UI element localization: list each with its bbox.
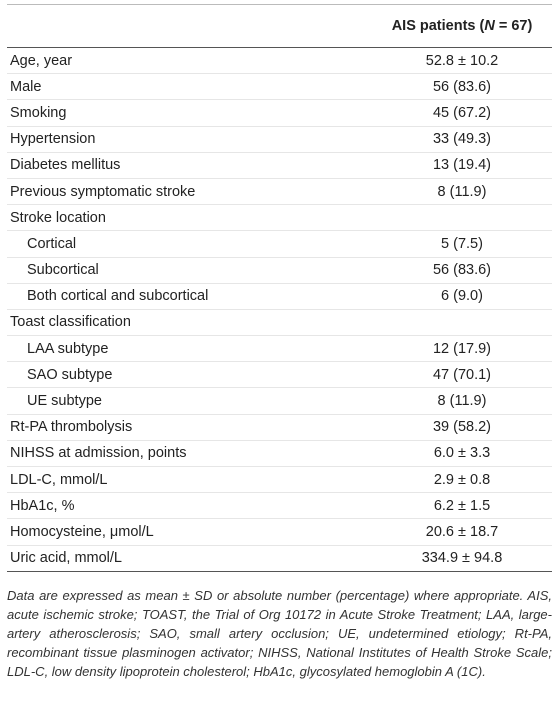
empty-cell <box>372 309 552 337</box>
row-value: 33 (49.3) <box>372 126 552 153</box>
row-value: 6.0 ± 3.3 <box>372 440 552 468</box>
table-row: Cortical 5 (7.5) <box>7 230 552 258</box>
row-label: LDL-C, mmol/L <box>7 466 372 494</box>
table-row: NIHSS at admission, points 6.0 ± 3.3 <box>7 440 552 468</box>
row-value: 334.9 ± 94.8 <box>372 545 552 572</box>
table-row: Uric acid, mmol/L 334.9 ± 94.8 <box>7 545 552 572</box>
row-value: 2.9 ± 0.8 <box>372 466 552 494</box>
row-label: Toast classification <box>7 309 372 337</box>
row-label: UE subtype <box>7 387 372 415</box>
row-value: 56 (83.6) <box>372 73 552 101</box>
column-header: AIS patients (N = 67) <box>372 4 552 48</box>
table-row: Previous symptomatic stroke 8 (11.9) <box>7 178 552 206</box>
row-label: LAA subtype <box>7 335 372 363</box>
table-row: Subcortical 56 (83.6) <box>7 257 552 284</box>
row-value: 56 (83.6) <box>372 257 552 284</box>
row-label: Subcortical <box>7 257 372 284</box>
header-row: AIS patients (N = 67) <box>7 4 552 48</box>
row-label: Age, year <box>7 47 372 75</box>
table-row: LDL-C, mmol/L 2.9 ± 0.8 <box>7 466 552 494</box>
table-row: HbA1c, % 6.2 ± 1.5 <box>7 492 552 520</box>
row-label: Both cortical and subcortical <box>7 283 372 310</box>
row-value: 20.6 ± 18.7 <box>372 518 552 546</box>
table-row: Hypertension 33 (49.3) <box>7 126 552 153</box>
row-value: 6 (9.0) <box>372 283 552 310</box>
row-label: Homocysteine, μmol/L <box>7 518 372 546</box>
table-row: Age, year 52.8 ± 10.2 <box>7 47 552 75</box>
table-row: LAA subtype 12 (17.9) <box>7 335 552 363</box>
header-text: N <box>484 18 495 34</box>
page: AIS patients (N = 67) Age, year 52.8 ± 10… <box>0 4 559 723</box>
table-row: Diabetes mellitus 13 (19.4) <box>7 152 552 179</box>
row-value: 6.2 ± 1.5 <box>372 492 552 520</box>
table-row: Rt-PA thrombolysis 39 (58.2) <box>7 414 552 441</box>
row-value: 8 (11.9) <box>372 387 552 415</box>
table-row: Male 56 (83.6) <box>7 73 552 101</box>
blank-header <box>7 4 372 48</box>
footnote: Data are expressed as mean ± SD or absol… <box>7 587 552 679</box>
row-value: 39 (58.2) <box>372 414 552 441</box>
header-text: AIS patients ( <box>391 18 485 34</box>
row-label: HbA1c, % <box>7 492 372 520</box>
empty-cell <box>372 204 552 232</box>
row-value: 8 (11.9) <box>372 178 552 206</box>
header-text: = 67) <box>494 18 533 34</box>
row-value: 13 (19.4) <box>372 152 552 179</box>
table-row: Homocysteine, μmol/L 20.6 ± 18.7 <box>7 518 552 546</box>
row-value: 52.8 ± 10.2 <box>372 47 552 75</box>
row-value: 5 (7.5) <box>372 230 552 258</box>
row-value: 45 (67.2) <box>372 99 552 127</box>
row-value: 12 (17.9) <box>372 335 552 363</box>
table-body: Age, year 52.8 ± 10.2 Male 56 (83.6) Smoking… <box>7 47 552 572</box>
table-row: Toast classification <box>7 309 552 337</box>
row-label: Rt-PA thrombolysis <box>7 414 372 441</box>
table-row: UE subtype 8 (11.9) <box>7 387 552 415</box>
row-label: Diabetes mellitus <box>7 152 372 179</box>
row-label: Male <box>7 73 372 101</box>
row-label: Smoking <box>7 99 372 127</box>
row-value: 47 (70.1) <box>372 361 552 389</box>
table-row: SAO subtype 47 (70.1) <box>7 361 552 389</box>
row-label: Cortical <box>7 230 372 258</box>
table-row: Both cortical and subcortical 6 (9.0) <box>7 283 552 310</box>
row-label: Previous symptomatic stroke <box>7 178 372 206</box>
row-label: SAO subtype <box>7 361 372 389</box>
table-row: Smoking 45 (67.2) <box>7 99 552 127</box>
data-table: AIS patients (N = 67) Age, year 52.8 ± 10… <box>7 4 552 572</box>
row-label: Stroke location <box>7 204 372 232</box>
row-label: Uric acid, mmol/L <box>7 545 372 572</box>
row-label: Hypertension <box>7 126 372 153</box>
row-label: NIHSS at admission, points <box>7 440 372 468</box>
table-row: Stroke location <box>7 204 552 232</box>
